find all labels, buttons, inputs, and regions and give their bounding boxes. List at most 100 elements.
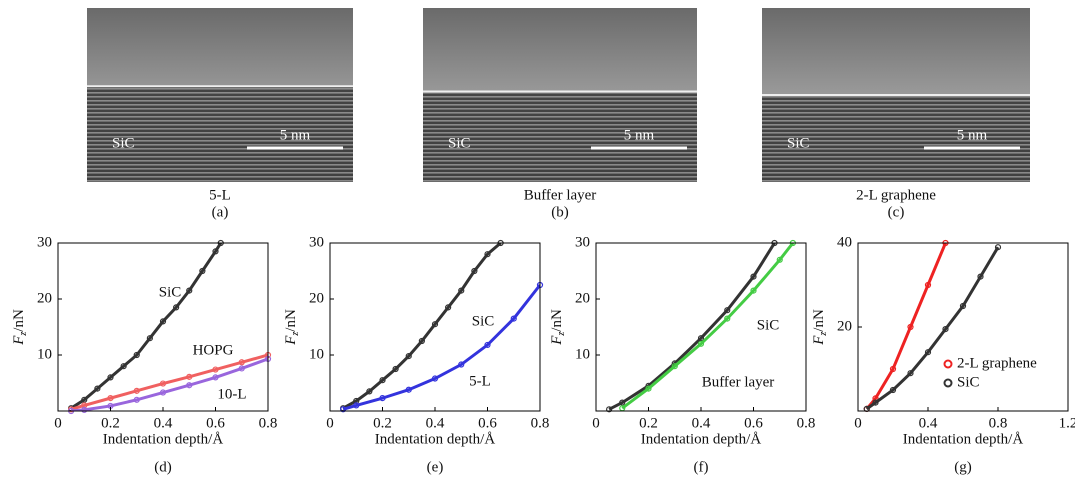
- data-point: [159, 318, 167, 325]
- data-point: [94, 385, 101, 392]
- annotation: 5-L: [469, 373, 491, 389]
- y-label-symbol: F: [811, 335, 827, 346]
- data-point: [484, 251, 491, 258]
- data-point: [186, 382, 193, 389]
- data-point: [510, 315, 517, 322]
- annotation: Buffer layer: [702, 374, 775, 390]
- data-point: [405, 386, 412, 393]
- annotation: SiC: [159, 284, 182, 300]
- x-tick-label: 0.4: [919, 415, 938, 431]
- x-tick-label: 0.6: [206, 415, 225, 431]
- data-point: [212, 248, 219, 255]
- data-point: [431, 375, 439, 382]
- data-point: [405, 353, 412, 360]
- data-point: [379, 377, 386, 384]
- data-point: [199, 267, 206, 275]
- data-point: [458, 287, 465, 294]
- x-tick-label: 0: [854, 415, 862, 431]
- data-point: [959, 302, 967, 310]
- series-line: [70, 353, 268, 411]
- data-point: [889, 365, 897, 373]
- x-tick-label: 0.2: [373, 415, 392, 431]
- data-point: [907, 370, 914, 377]
- x-tick-label: 0: [54, 415, 62, 431]
- data-point: [212, 374, 219, 381]
- lattice: [762, 95, 1030, 182]
- data-point: [379, 395, 386, 402]
- x-tick-label: 0.8: [797, 415, 816, 431]
- chart: 0 0.4 0.8 1.2 20 40 Indentation depth/Å (g) Fz/n…: [811, 234, 1075, 475]
- image-label: SiC: [787, 135, 810, 151]
- data-point: [133, 396, 140, 403]
- data-point: [994, 244, 1002, 251]
- data-point: [606, 406, 613, 413]
- data-point: [81, 396, 88, 403]
- data-point: [81, 406, 88, 413]
- panel-label: (d): [154, 459, 172, 475]
- series-line: [342, 284, 540, 411]
- data-point: [872, 399, 879, 406]
- y-label-subscript: z: [290, 332, 301, 337]
- x-tick-label: 0.2: [101, 415, 120, 431]
- y-label-symbol: F: [549, 335, 565, 346]
- data-point: [173, 304, 180, 311]
- x-tick-label: 0.8: [531, 415, 550, 431]
- scale-label: 5 nm: [280, 127, 311, 143]
- data-point: [212, 366, 219, 373]
- y-label-subscript: z: [818, 332, 829, 337]
- y-tick-label: 30: [309, 234, 324, 250]
- chart: 0 0.2 0.4 0.6 0.8 10 20 30 Indentation depth/Å (f…: [549, 234, 815, 475]
- y-tick-label: 20: [309, 290, 324, 306]
- y-tick-label: 10: [575, 346, 590, 362]
- panel-label: (a): [212, 204, 229, 220]
- series-line: [342, 243, 502, 410]
- y-tick-label: 40: [837, 234, 852, 250]
- data-point: [431, 321, 439, 328]
- image-label: SiC: [448, 135, 471, 151]
- lattice: [423, 91, 697, 182]
- data-point: [418, 337, 425, 345]
- data-point: [942, 326, 949, 333]
- y-tick-label: 30: [575, 234, 590, 250]
- data-point: [238, 359, 245, 366]
- x-tick-label: 0.2: [639, 415, 658, 431]
- image-caption: 2-L graphene: [856, 187, 936, 203]
- data-point: [340, 406, 347, 413]
- y-label-symbol: F: [283, 335, 299, 346]
- data-point: [107, 374, 114, 381]
- x-tick-label: 0.4: [692, 415, 711, 431]
- x-axis-label: Indentation depth/Å: [903, 431, 1024, 447]
- x-tick-label: 0.4: [154, 415, 173, 431]
- scale-label: 5 nm: [957, 127, 988, 143]
- panel-label: (e): [427, 459, 444, 475]
- y-label-subscript: z: [18, 332, 29, 337]
- y-label-symbol: F: [11, 335, 27, 346]
- data-point: [750, 273, 757, 280]
- image-caption: Buffer layer: [524, 187, 597, 203]
- y-label-unit: /nN: [11, 309, 27, 332]
- data-point: [619, 399, 626, 406]
- x-tick-label: 1.2: [1059, 415, 1075, 431]
- data-point: [133, 351, 140, 359]
- chart: 0 0.2 0.4 0.6 0.8 10 20 30 Indentation depth/Å (e…: [283, 234, 549, 475]
- scale-label: 5 nm: [624, 127, 655, 143]
- x-axis-label: Indentation depth/Å: [641, 431, 762, 447]
- data-point: [159, 380, 167, 387]
- y-label-unit: /nN: [811, 309, 827, 332]
- data-point: [724, 307, 731, 314]
- data-point: [107, 395, 114, 402]
- legend-marker: [943, 378, 953, 388]
- panel-label: (g): [954, 459, 972, 475]
- panel-label: (b): [551, 204, 569, 220]
- data-point: [120, 363, 127, 370]
- series-line: [70, 357, 268, 411]
- x-tick-label: 0.6: [478, 415, 497, 431]
- data-point: [750, 287, 757, 294]
- series-line: [70, 243, 223, 410]
- y-tick-label: 20: [837, 318, 852, 334]
- y-axis-label: Fz/nN: [549, 309, 567, 346]
- y-label-subscript: z: [556, 332, 567, 337]
- data-point: [186, 373, 193, 380]
- x-axis-label: Indentation depth/Å: [103, 431, 224, 447]
